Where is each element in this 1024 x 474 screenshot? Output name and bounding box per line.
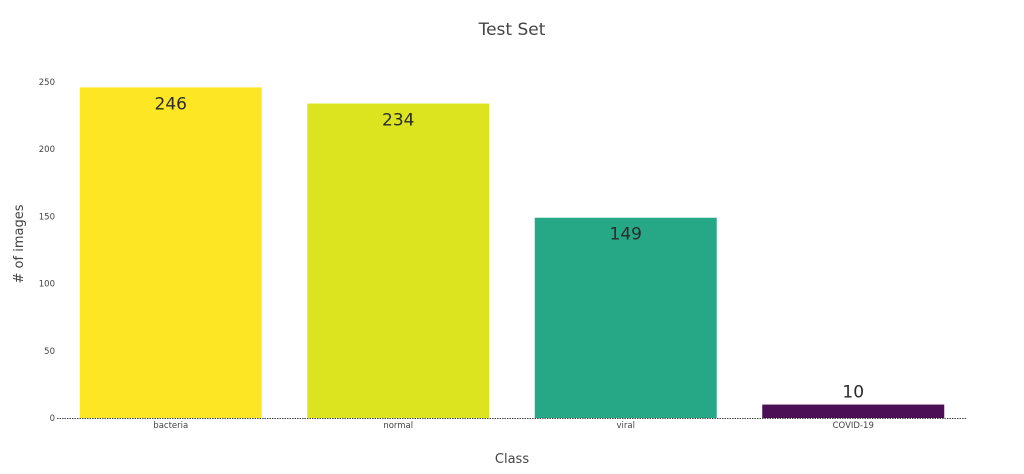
x-axis-ticks: bacteria normal viral COVID-19	[153, 421, 874, 431]
bar-normal[interactable]	[307, 103, 490, 418]
y-tick-label: 150	[39, 212, 55, 222]
bar-covid-19[interactable]	[762, 404, 945, 418]
y-tick-label: 50	[44, 347, 55, 357]
y-tick-label: 200	[39, 145, 55, 155]
x-tick-label: viral	[617, 421, 635, 431]
x-axis-title: Class	[495, 452, 529, 467]
y-tick-label: 100	[39, 280, 55, 290]
bars-group: 246 234 149 10	[79, 87, 945, 418]
chart-title: Test Set	[478, 20, 546, 40]
bar-value-label: 149	[610, 225, 642, 245]
bar-bacteria[interactable]	[79, 87, 262, 418]
bar-value-label: 246	[155, 94, 187, 114]
y-tick-label: 250	[39, 78, 55, 88]
bar-value-label: 10	[842, 383, 864, 403]
x-tick-label: COVID-19	[833, 421, 874, 431]
y-tick-label: 0	[50, 414, 55, 424]
x-tick-label: normal	[383, 421, 413, 431]
bar-value-label: 234	[382, 111, 414, 131]
x-tick-label: bacteria	[153, 421, 188, 431]
bar-viral[interactable]	[534, 217, 717, 418]
y-axis-title: # of images	[12, 204, 27, 283]
y-axis-ticks: 0 50 100 150 200 250	[39, 78, 55, 424]
